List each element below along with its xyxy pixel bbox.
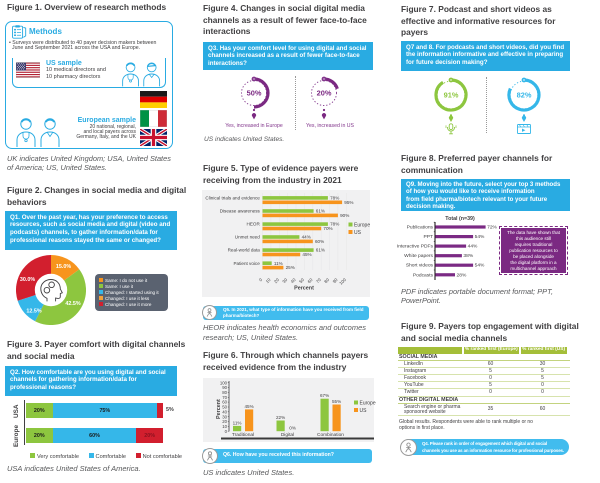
svg-text:Disease awareness: Disease awareness bbox=[220, 209, 261, 214]
svg-text:50%: 50% bbox=[246, 88, 261, 97]
svg-text:90%: 90% bbox=[340, 213, 349, 218]
svg-text:45%: 45% bbox=[302, 252, 311, 257]
svg-text:Interactive PDFs: Interactive PDFs bbox=[397, 244, 434, 250]
svg-text:42.5%: 42.5% bbox=[65, 301, 80, 307]
svg-text:61%: 61% bbox=[316, 248, 325, 253]
svg-text:61%: 61% bbox=[316, 209, 325, 214]
svg-text:Real-world data: Real-world data bbox=[228, 248, 261, 253]
svg-text:Europe: Europe bbox=[354, 222, 370, 228]
svg-text:Total (n=39): Total (n=39) bbox=[445, 216, 475, 222]
svg-text:100: 100 bbox=[338, 277, 347, 286]
svg-text:78%: 78% bbox=[330, 222, 339, 227]
svg-text:80: 80 bbox=[323, 277, 330, 284]
svg-text:Podcasts: Podcasts bbox=[413, 272, 434, 278]
svg-text:50: 50 bbox=[222, 404, 227, 409]
svg-text:20%: 20% bbox=[317, 88, 332, 97]
svg-text:20: 20 bbox=[273, 277, 280, 284]
svg-text:Traditional: Traditional bbox=[231, 432, 253, 438]
svg-text:11%: 11% bbox=[232, 420, 241, 425]
svg-text:80: 80 bbox=[222, 390, 227, 395]
svg-text:54%: 54% bbox=[475, 263, 485, 269]
svg-text:12.5%: 12.5% bbox=[26, 309, 41, 315]
svg-text:Digital: Digital bbox=[280, 432, 293, 438]
svg-text:HEOR: HEOR bbox=[247, 222, 261, 227]
svg-text:10: 10 bbox=[265, 277, 272, 284]
svg-text:70%: 70% bbox=[323, 226, 332, 231]
svg-text:US: US bbox=[354, 230, 362, 236]
svg-text:78%: 78% bbox=[330, 196, 339, 201]
svg-text:95%: 95% bbox=[344, 200, 353, 205]
svg-text:50: 50 bbox=[298, 277, 305, 284]
svg-text:0: 0 bbox=[258, 277, 264, 283]
svg-text:0: 0 bbox=[224, 428, 227, 433]
svg-text:30: 30 bbox=[222, 414, 227, 419]
svg-text:Percent: Percent bbox=[216, 399, 222, 419]
svg-text:90: 90 bbox=[332, 277, 339, 284]
svg-text:Percent: Percent bbox=[294, 286, 314, 292]
svg-text:60%: 60% bbox=[315, 239, 324, 244]
svg-text:44%: 44% bbox=[468, 244, 478, 250]
svg-text:44%: 44% bbox=[302, 235, 311, 240]
svg-text:Combination: Combination bbox=[317, 432, 344, 438]
svg-text:82%: 82% bbox=[517, 90, 532, 99]
svg-text:60: 60 bbox=[222, 399, 227, 404]
svg-text:70: 70 bbox=[315, 277, 322, 284]
svg-text:55%: 55% bbox=[331, 399, 340, 404]
svg-text:30.0%: 30.0% bbox=[20, 277, 35, 283]
svg-text:91%: 91% bbox=[444, 90, 459, 99]
svg-text:15.0%: 15.0% bbox=[56, 264, 71, 270]
svg-text:Publications: Publications bbox=[407, 225, 434, 231]
svg-text:Unmet need: Unmet need bbox=[235, 235, 260, 240]
svg-text:25%: 25% bbox=[286, 265, 295, 270]
svg-text:0%: 0% bbox=[289, 425, 296, 430]
svg-text:11%: 11% bbox=[274, 261, 283, 266]
svg-text:Short videos: Short videos bbox=[406, 263, 434, 269]
svg-text:30: 30 bbox=[281, 277, 288, 284]
svg-text:90: 90 bbox=[222, 385, 227, 390]
svg-text:PPT: PPT bbox=[423, 234, 433, 240]
svg-text:60: 60 bbox=[307, 277, 314, 284]
svg-text:Patient voice: Patient voice bbox=[233, 261, 260, 266]
svg-text:White papers: White papers bbox=[404, 253, 433, 259]
svg-text:40: 40 bbox=[222, 409, 227, 414]
svg-text:38%: 38% bbox=[463, 253, 473, 259]
svg-text:10: 10 bbox=[222, 424, 227, 429]
svg-text:45%: 45% bbox=[244, 403, 253, 408]
svg-text:US: US bbox=[359, 407, 367, 413]
svg-text:28%: 28% bbox=[457, 272, 467, 278]
svg-text:Clinical trials and evidence: Clinical trials and evidence bbox=[205, 196, 260, 201]
svg-text:67%: 67% bbox=[319, 393, 328, 398]
svg-text:40: 40 bbox=[290, 277, 297, 284]
svg-text:70: 70 bbox=[222, 394, 227, 399]
svg-text:54%: 54% bbox=[475, 234, 485, 240]
svg-text:20: 20 bbox=[222, 419, 227, 424]
svg-text:22%: 22% bbox=[275, 415, 284, 420]
svg-text:Europe: Europe bbox=[359, 400, 375, 406]
svg-text:72%: 72% bbox=[487, 225, 497, 231]
svg-text:100: 100 bbox=[219, 380, 227, 385]
